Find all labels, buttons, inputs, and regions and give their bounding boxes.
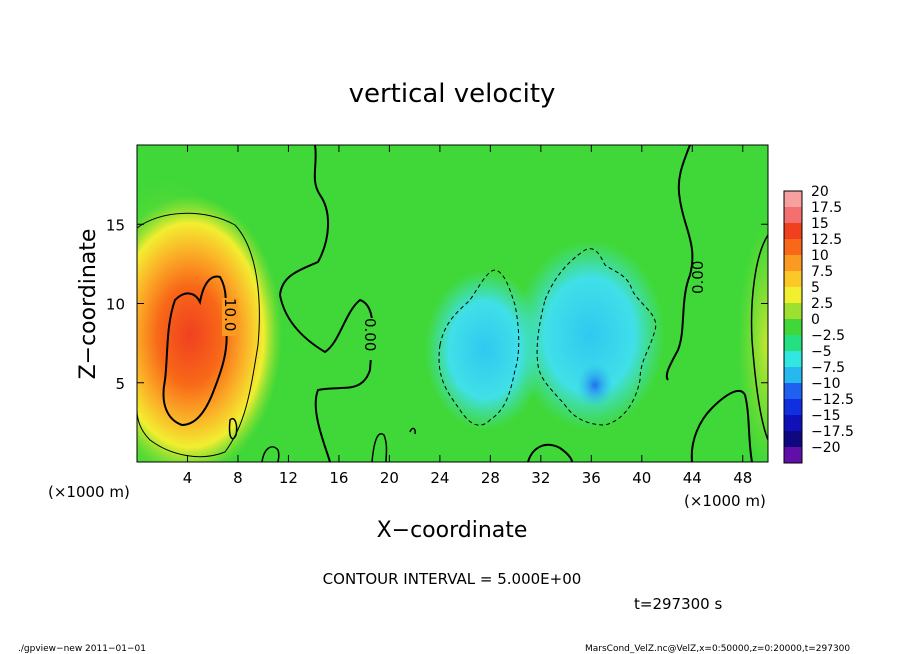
footer-right: MarsCond_VelZ.nc@VelZ,x=0:50000,z=0:2000… (585, 644, 850, 654)
contour-label-zero-1: 0.00 (361, 318, 379, 351)
colorbar: 2017.51512.5107.552.50−2.5−5−7.5−10−12.5… (783, 184, 854, 464)
y-tick-label: 10 (106, 296, 125, 314)
colorbar-swatch (784, 447, 802, 464)
colorbar-swatch (784, 399, 802, 416)
y-axis-label: Z−coordinate (76, 229, 101, 380)
x-tick-label: 44 (683, 469, 702, 487)
contour-bottom-bumps (261, 427, 416, 462)
colorbar-swatch (784, 239, 802, 256)
contour-neg-a (438, 269, 520, 426)
downdraft-core (577, 363, 613, 407)
colorbar-label: −15 (811, 408, 841, 424)
colorbar-swatch (784, 271, 802, 288)
downdraft-shading-b (515, 240, 665, 430)
colorbar-swatch (784, 367, 802, 384)
updraft-shading (137, 195, 282, 462)
colorbar-label: −17.5 (811, 424, 854, 440)
colorbar-label: −12.5 (811, 392, 854, 408)
contour-neg-b (536, 248, 657, 426)
contour-label-zero-2: 0.00 (689, 261, 707, 294)
x-tick-label: 8 (233, 469, 243, 487)
colorbar-label: 17.5 (811, 200, 842, 216)
colorbar-label: 5 (811, 280, 820, 296)
colorbar-swatch (784, 287, 802, 304)
x-tick-label: 24 (430, 469, 449, 487)
contour-zero-4 (527, 443, 573, 462)
contour-label-bg-zero-2 (700, 252, 716, 294)
y-axis-ticks: 5 10 15 (106, 216, 768, 393)
colorbar-swatch (784, 191, 802, 208)
downdraft-shading-a (425, 270, 545, 430)
x-tick-label: 40 (632, 469, 651, 487)
colorbar-swatch (784, 223, 802, 240)
colorbar-label: 15 (811, 216, 829, 232)
colorbar-label: −20 (811, 440, 841, 456)
colorbar-swatch (784, 303, 802, 320)
colorbar-label: −2.5 (811, 328, 845, 344)
contour-zero-1 (278, 145, 374, 462)
colorbar-label: 2.5 (811, 296, 833, 312)
contour-neg-small (228, 418, 238, 440)
colorbar-label: 10 (811, 248, 829, 264)
colorbar-label: −10 (811, 376, 841, 392)
contour-label-10: 10.0 (221, 298, 239, 331)
chart-title: vertical velocity (349, 79, 556, 109)
x-axis-ticks: 4 8 12 16 20 24 28 32 36 40 44 48 (183, 145, 752, 487)
colorbar-swatch (784, 335, 802, 352)
x-axis-label: X−coordinate (377, 518, 528, 543)
contour-5-updraft (137, 212, 260, 458)
contour-10-updraft (162, 275, 228, 427)
x-axis-unit-right: (×1000 m) (684, 492, 766, 510)
contour-zero-3 (690, 389, 753, 462)
x-tick-label: 4 (183, 469, 193, 487)
plot-area: 10.0 0.00 0.00 (137, 145, 768, 462)
contour-label-bg-10 (222, 298, 238, 336)
x-tick-label: 16 (329, 469, 348, 487)
contour-interval-text: CONTOUR INTERVAL = 5.000E+00 (323, 570, 582, 588)
colorbar-swatch (784, 415, 802, 432)
colorbar-label: 0 (811, 312, 820, 328)
colorbar-label: 12.5 (811, 232, 842, 248)
colorbar-swatch (784, 319, 802, 336)
x-tick-label: 36 (582, 469, 601, 487)
colorbar-frame (783, 190, 803, 464)
time-label: t=297300 s (634, 595, 722, 613)
colorbar-swatch (784, 431, 802, 448)
footer-left: ./gpview−new 2011−01−01 (18, 644, 146, 654)
x-tick-label: 20 (380, 469, 399, 487)
colorbar-label: −5 (811, 344, 832, 360)
x-tick-label: 12 (279, 469, 298, 487)
colorbar-swatch (784, 207, 802, 224)
contour-zero-5 (750, 234, 768, 441)
x-axis-unit-left: (×1000 m) (48, 483, 130, 501)
contour-zero-2 (665, 145, 694, 381)
x-tick-label: 48 (733, 469, 752, 487)
colorbar-swatch (784, 383, 802, 400)
y-tick-label: 15 (106, 216, 125, 234)
x-tick-label: 32 (531, 469, 550, 487)
colorbar-swatch (784, 351, 802, 368)
y-tick-label: 5 (115, 375, 125, 393)
colorbar-label: 7.5 (811, 264, 833, 280)
contour-label-bg-zero-1 (362, 318, 378, 360)
colorbar-label: −7.5 (811, 360, 845, 376)
colorbar-swatch (784, 255, 802, 272)
colorbar-label: 20 (811, 184, 829, 200)
x-tick-label: 28 (481, 469, 500, 487)
